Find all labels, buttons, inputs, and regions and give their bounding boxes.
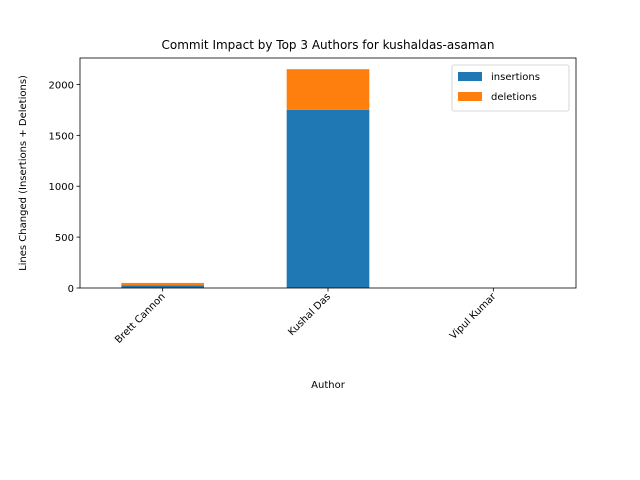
y-tick-label: 2000 [49,80,74,91]
legend-swatch-deletions [458,92,482,101]
y-tick-label: 1000 [49,182,74,193]
legend-label-insertions: insertions [491,72,540,83]
chart-title: Commit Impact by Top 3 Authors for kusha… [162,38,495,52]
legend-label-deletions: deletions [491,92,537,103]
bars-group [121,69,370,289]
y-tick-label: 0 [68,284,74,295]
legend: insertions deletions [451,64,570,112]
bar-deletions-kushal-das [286,69,370,110]
bar-deletions-brett-cannon [121,282,204,286]
legend-swatch-insertions [458,72,482,81]
x-axis-title: Author [311,380,346,391]
y-axis: 0 500 1000 1500 2000 [49,80,80,295]
bar-insertions-brett-cannon [121,285,204,288]
y-axis-title: Lines Changed (Insertions + Deletions) [18,75,29,271]
y-tick-label: 500 [55,233,74,244]
y-tick-label: 1500 [49,131,74,142]
bar-insertions-kushal-das [286,109,370,289]
